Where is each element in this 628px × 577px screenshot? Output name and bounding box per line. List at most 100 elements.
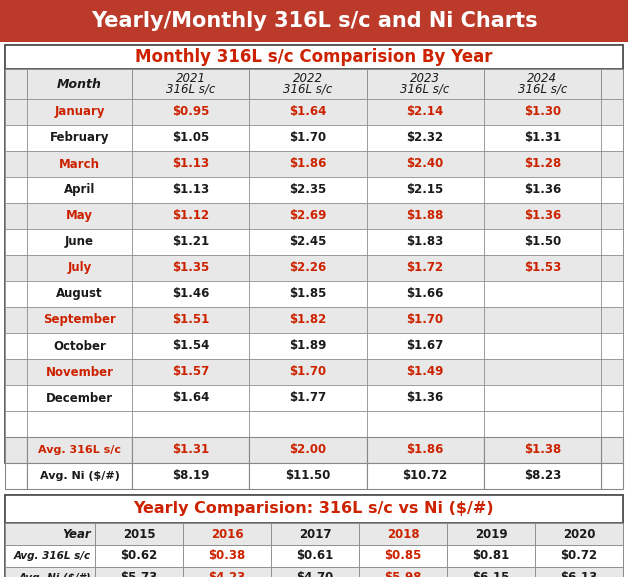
Text: $1.70: $1.70 <box>406 313 444 327</box>
Text: $1.53: $1.53 <box>524 261 561 275</box>
Bar <box>484 203 601 229</box>
Bar <box>535 545 623 567</box>
Bar <box>132 463 249 489</box>
Text: December: December <box>46 392 113 404</box>
Bar <box>249 385 367 411</box>
Text: 316L s/c: 316L s/c <box>401 83 450 96</box>
Bar <box>601 359 623 385</box>
Text: July: July <box>67 261 92 275</box>
Bar <box>249 229 367 255</box>
Text: $1.86: $1.86 <box>406 444 444 456</box>
Bar <box>27 151 132 177</box>
Bar <box>132 437 249 463</box>
Bar <box>27 99 132 125</box>
Bar <box>601 307 623 333</box>
Text: $1.64: $1.64 <box>289 106 327 118</box>
Bar <box>484 333 601 359</box>
Text: $1.12: $1.12 <box>172 209 209 223</box>
Bar <box>5 45 623 463</box>
Text: $10.72: $10.72 <box>403 470 448 482</box>
Bar <box>95 523 183 545</box>
Bar <box>601 411 623 437</box>
Bar <box>5 411 27 437</box>
Text: $2.32: $2.32 <box>406 132 444 144</box>
Bar <box>367 463 484 489</box>
Text: $11.50: $11.50 <box>285 470 330 482</box>
Bar <box>601 333 623 359</box>
Text: $2.00: $2.00 <box>290 444 327 456</box>
Bar <box>484 255 601 281</box>
Text: $0.95: $0.95 <box>172 106 209 118</box>
Bar <box>5 99 27 125</box>
Text: $1.82: $1.82 <box>290 313 327 327</box>
Text: Avg. Ni ($/#): Avg. Ni ($/#) <box>18 573 91 577</box>
Bar <box>601 463 623 489</box>
Bar <box>5 495 623 577</box>
Bar <box>601 255 623 281</box>
Text: $1.70: $1.70 <box>290 132 327 144</box>
Text: $1.57: $1.57 <box>172 365 209 379</box>
Text: $1.67: $1.67 <box>406 339 444 353</box>
Bar <box>359 545 447 567</box>
Bar <box>5 437 27 463</box>
Bar <box>367 125 484 151</box>
Bar <box>249 463 367 489</box>
Bar <box>132 99 249 125</box>
Text: 2015: 2015 <box>122 527 155 541</box>
Bar <box>367 69 484 99</box>
Bar <box>484 437 601 463</box>
Bar <box>183 523 271 545</box>
Text: 2017: 2017 <box>299 527 331 541</box>
Text: $1.30: $1.30 <box>524 106 561 118</box>
Text: $1.66: $1.66 <box>406 287 444 301</box>
Bar <box>249 359 367 385</box>
Bar <box>95 545 183 567</box>
Bar <box>601 281 623 307</box>
Bar <box>132 177 249 203</box>
Bar <box>27 255 132 281</box>
Text: $1.38: $1.38 <box>524 444 561 456</box>
Text: $1.05: $1.05 <box>172 132 209 144</box>
Text: $5.98: $5.98 <box>384 571 422 577</box>
Bar <box>367 255 484 281</box>
Text: $0.85: $0.85 <box>384 549 421 563</box>
Text: 2020: 2020 <box>563 527 595 541</box>
Bar <box>27 359 132 385</box>
Bar <box>367 307 484 333</box>
Bar <box>5 255 27 281</box>
Text: $1.36: $1.36 <box>524 209 561 223</box>
Bar <box>132 281 249 307</box>
Text: $8.19: $8.19 <box>172 470 209 482</box>
Text: $2.15: $2.15 <box>406 183 444 197</box>
Bar <box>484 125 601 151</box>
Bar <box>484 151 601 177</box>
Bar <box>367 151 484 177</box>
Bar <box>484 69 601 99</box>
Text: $6.15: $6.15 <box>472 571 510 577</box>
Bar <box>535 567 623 577</box>
Text: $1.64: $1.64 <box>172 392 209 404</box>
Text: 2023: 2023 <box>410 72 440 85</box>
Bar <box>27 437 132 463</box>
Text: September: September <box>43 313 116 327</box>
Text: $1.85: $1.85 <box>289 287 327 301</box>
Bar <box>484 307 601 333</box>
Text: $1.50: $1.50 <box>524 235 561 249</box>
Bar <box>5 203 27 229</box>
Bar <box>271 567 359 577</box>
Text: 2019: 2019 <box>475 527 507 541</box>
Bar <box>132 411 249 437</box>
Text: Year: Year <box>62 527 91 541</box>
Bar <box>249 437 367 463</box>
Bar <box>484 177 601 203</box>
Text: 316L s/c: 316L s/c <box>517 83 567 96</box>
Bar <box>249 255 367 281</box>
Bar <box>27 281 132 307</box>
Bar <box>5 45 623 69</box>
Bar <box>132 151 249 177</box>
Bar <box>271 523 359 545</box>
Text: $0.81: $0.81 <box>472 549 510 563</box>
Text: $1.77: $1.77 <box>290 392 327 404</box>
Text: $6.13: $6.13 <box>560 571 598 577</box>
Text: $1.54: $1.54 <box>172 339 209 353</box>
